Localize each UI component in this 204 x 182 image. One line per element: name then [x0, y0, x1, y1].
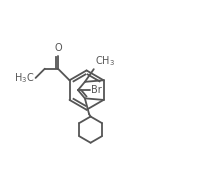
Text: CH$_3$: CH$_3$ — [95, 55, 115, 68]
Text: Br: Br — [91, 85, 102, 95]
Text: O: O — [54, 43, 62, 53]
Text: H$_3$C: H$_3$C — [14, 71, 34, 85]
